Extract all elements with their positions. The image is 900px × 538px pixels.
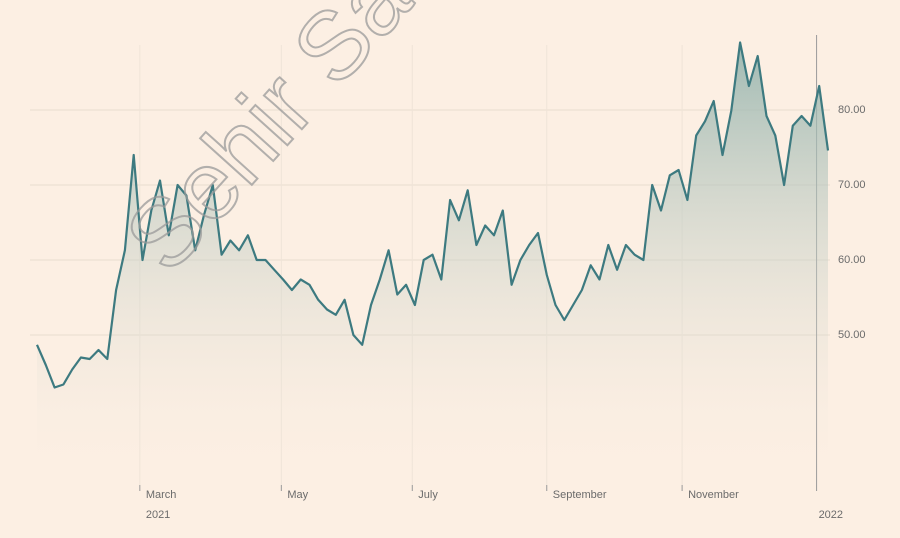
y-tick-label: 70.00 <box>838 179 866 191</box>
area <box>37 42 828 485</box>
x-tick-label: November <box>688 489 739 501</box>
x-tick-label: July <box>418 489 438 501</box>
y-tick-label: 50.00 <box>838 329 866 341</box>
x-tick-label: May <box>287 489 308 501</box>
line <box>35 41 830 389</box>
x-tick-label: March <box>146 489 177 501</box>
x-sublabel: 2021 <box>146 509 170 521</box>
y-tick-label: 80.00 <box>838 104 866 116</box>
y-tick-label: 60.00 <box>838 254 866 266</box>
x-tick-label: September <box>553 489 607 501</box>
x-tick-label: 2022 <box>819 509 843 521</box>
